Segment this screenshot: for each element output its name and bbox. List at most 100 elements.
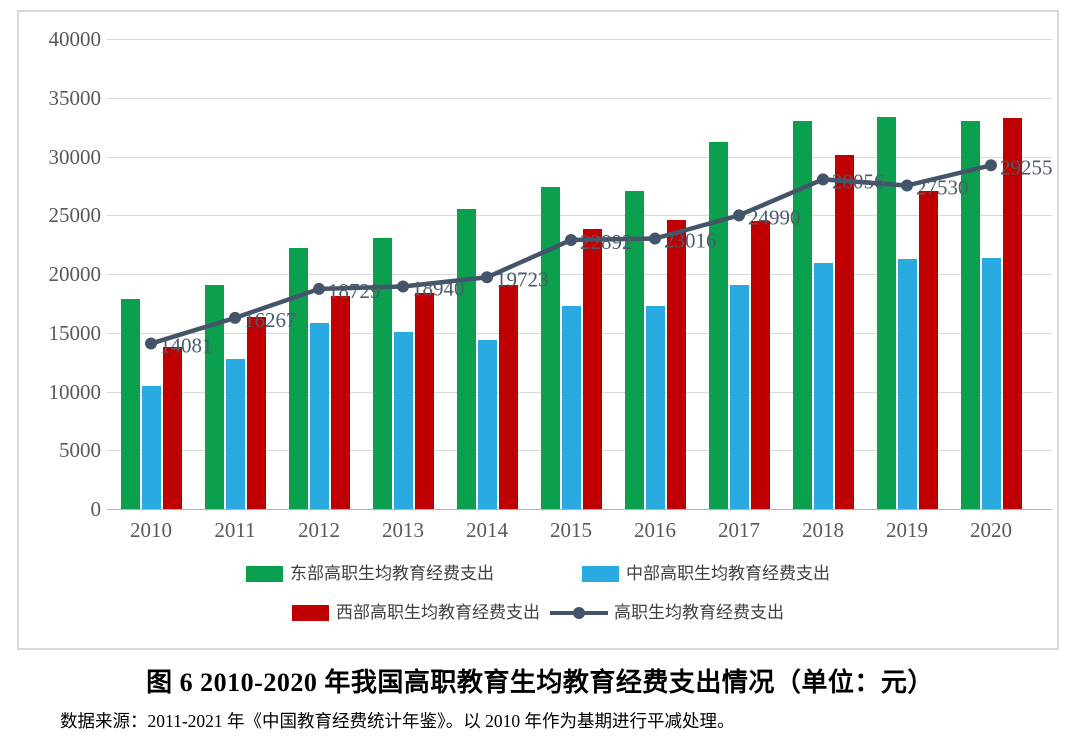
x-axis-line bbox=[107, 509, 1052, 510]
bar-east-2017 bbox=[708, 142, 728, 509]
bar-central-2013 bbox=[393, 331, 413, 509]
legend: 东部高职生均教育经费支出 中部高职生均教育经费支出 西部高职生均教育经费支出 高… bbox=[19, 563, 1057, 624]
bar-east-2018 bbox=[792, 121, 812, 509]
bar-east-2016 bbox=[624, 190, 644, 509]
plot-area: 2010 2011 2012 2013 2014 2015 2016 2017 2018 2019… bbox=[107, 39, 1053, 542]
data-label-2019: 27530 bbox=[916, 176, 969, 200]
legend-row-1: 东部高职生均教育经费支出 中部高职生均教育经费支出 bbox=[246, 563, 830, 585]
bar-central-2010 bbox=[141, 385, 161, 509]
line-marker-2018 bbox=[817, 173, 829, 186]
y-axis-labels: 0 5000 10000 15000 20000 25000 30000 35000 40000 bbox=[23, 27, 102, 521]
y-tick-label: 10000 bbox=[48, 379, 102, 404]
bar-east-2014 bbox=[456, 209, 476, 509]
line-marker-2017 bbox=[733, 209, 745, 222]
legend-label-line: 高职生均教育经费支出 bbox=[614, 603, 784, 622]
bar-west-2018 bbox=[834, 155, 854, 509]
x-tick-label-2019: 2019 bbox=[886, 518, 928, 542]
line-marker-2014 bbox=[481, 271, 493, 284]
bar-central-2019 bbox=[897, 258, 917, 509]
bar-east-2012 bbox=[288, 248, 308, 509]
bar-east-2015 bbox=[540, 187, 560, 509]
data-label-2018: 28056 bbox=[832, 169, 885, 193]
bar-east-2019 bbox=[876, 116, 896, 509]
y-tick-label: 40000 bbox=[48, 27, 102, 51]
legend-label-west: 西部高职生均教育经费支出 bbox=[336, 603, 540, 622]
gridline bbox=[107, 97, 1052, 99]
bar-east-2020 bbox=[960, 121, 980, 509]
y-tick-label: 35000 bbox=[48, 85, 102, 110]
data-label-2013: 18940 bbox=[412, 276, 465, 300]
bar-west-2019 bbox=[918, 190, 938, 509]
legend-label-east: 东部高职生均教育经费支出 bbox=[290, 564, 494, 583]
line-marker-2015 bbox=[565, 234, 577, 247]
legend-item-west: 西部高职生均教育经费支出 bbox=[292, 602, 540, 624]
chart-frame: 0 5000 10000 15000 20000 25000 30000 35000 40000… bbox=[17, 10, 1059, 650]
data-label-2016: 23016 bbox=[664, 229, 717, 253]
x-tick-label-2018: 2018 bbox=[802, 518, 844, 542]
bar-central-2020 bbox=[981, 257, 1001, 509]
legend-item-east: 东部高职生均教育经费支出 bbox=[246, 563, 494, 585]
data-label-2014: 19723 bbox=[496, 267, 549, 291]
bar-west-2011 bbox=[246, 317, 266, 509]
x-tick-label-2014: 2014 bbox=[466, 518, 508, 542]
bar-west-2012 bbox=[330, 296, 350, 509]
x-tick-label-2012: 2012 bbox=[298, 518, 340, 542]
data-label-2015: 22892 bbox=[580, 230, 633, 254]
bar-central-2016 bbox=[645, 305, 665, 509]
gridline bbox=[107, 156, 1052, 158]
x-tick-label-2011: 2011 bbox=[214, 518, 256, 542]
line-marker-2016 bbox=[649, 232, 661, 245]
bar-central-2012 bbox=[309, 323, 329, 509]
bar-central-2015 bbox=[561, 305, 581, 509]
line-marker-2020 bbox=[985, 159, 997, 172]
x-tick-label-2020: 2020 bbox=[970, 518, 1012, 542]
y-tick-label: 25000 bbox=[48, 203, 102, 228]
gridline bbox=[107, 215, 1052, 217]
east-series-swatch bbox=[246, 566, 283, 582]
y-tick-label: 20000 bbox=[48, 262, 102, 286]
bar-central-2018 bbox=[813, 263, 833, 509]
line-marker-2019 bbox=[901, 179, 913, 192]
line-series-layer: 14081 16267 18729 18940 19723 22892 23016 24990… bbox=[145, 155, 1053, 358]
line-series-marker-icon bbox=[550, 605, 608, 621]
data-label-2011: 16267 bbox=[244, 308, 297, 332]
line-marker-2011 bbox=[229, 311, 241, 324]
legend-item-line: 高职生均教育经费支出 bbox=[550, 602, 784, 624]
data-label-2010: 14081 bbox=[160, 334, 213, 358]
data-label-2020: 29255 bbox=[1000, 155, 1053, 179]
y-tick-label: 15000 bbox=[48, 320, 102, 345]
x-tick-label-2013: 2013 bbox=[382, 518, 424, 542]
bar-east-2011 bbox=[204, 284, 224, 509]
legend-row-2: 西部高职生均教育经费支出 高职生均教育经费支出 bbox=[292, 602, 784, 624]
bar-central-2011 bbox=[225, 358, 245, 509]
x-tick-label-2017: 2017 bbox=[718, 518, 760, 542]
bar-west-2015 bbox=[582, 229, 602, 509]
data-label-2017: 24990 bbox=[748, 205, 801, 229]
legend-label-central: 中部高职生均教育经费支出 bbox=[626, 564, 830, 583]
data-label-2012: 18729 bbox=[328, 279, 381, 303]
bar-west-2014 bbox=[498, 284, 518, 509]
figure-title: 图 6 2010-2020 年我国高职教育生均教育经费支出情况（单位：元） bbox=[146, 668, 934, 697]
gridline bbox=[107, 39, 1052, 40]
y-tick-label: 0 bbox=[90, 497, 102, 521]
line-marker-2013 bbox=[397, 280, 409, 293]
x-tick-label-2016: 2016 bbox=[634, 518, 676, 542]
bar-west-2020 bbox=[1002, 117, 1022, 509]
gridline bbox=[107, 274, 1052, 275]
y-tick-label: 5000 bbox=[59, 438, 101, 463]
figure-source-note: 数据来源：2011-2021 年《中国教育经费统计年鉴》。以 2010 年作为基… bbox=[60, 711, 735, 731]
bar-west-2016 bbox=[666, 219, 686, 509]
bar-central-2017 bbox=[729, 284, 749, 509]
bar-west-2013 bbox=[414, 292, 434, 509]
bar-east-2010 bbox=[120, 298, 140, 509]
bar-west-2010 bbox=[162, 346, 182, 509]
line-marker-2012 bbox=[313, 282, 325, 295]
bar-west-2017 bbox=[750, 221, 770, 509]
central-series-swatch bbox=[582, 566, 619, 582]
west-series-swatch bbox=[292, 605, 329, 621]
line-marker-2010 bbox=[145, 337, 157, 350]
x-tick-label-2015: 2015 bbox=[550, 518, 592, 542]
x-tick-label-2010: 2010 bbox=[130, 518, 172, 542]
bar-central-2014 bbox=[477, 339, 497, 509]
y-tick-label: 30000 bbox=[48, 144, 102, 169]
